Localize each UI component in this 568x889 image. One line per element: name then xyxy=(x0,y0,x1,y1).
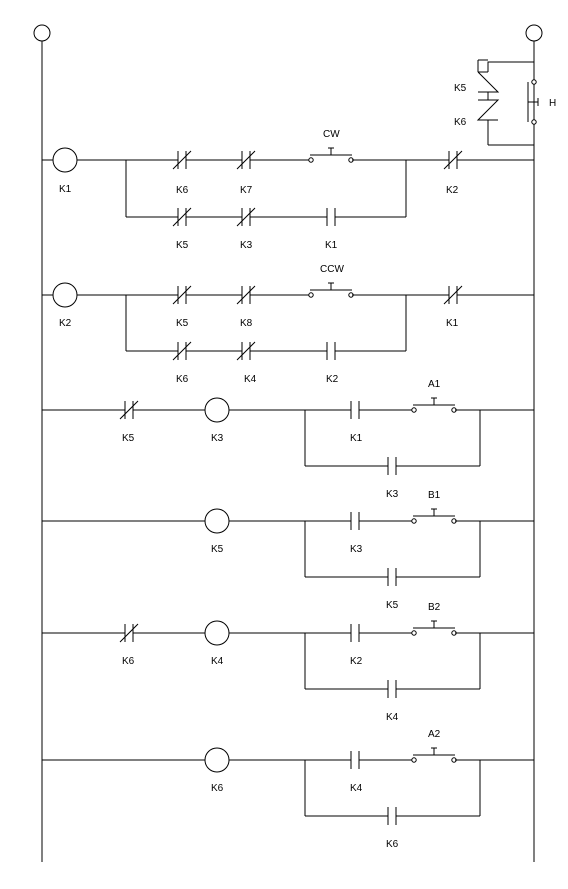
hold-contact-label-2: K6 xyxy=(454,117,467,128)
contact-label: K2 xyxy=(326,374,339,385)
rung-k4: K6 K4 K2 B2 K4 xyxy=(42,602,534,723)
button-label: B2 xyxy=(428,602,441,613)
rung-k6: K6 K4 A2 K6 xyxy=(42,729,534,850)
coil-k6 xyxy=(204,747,230,773)
contact-label: K4 xyxy=(350,783,363,794)
contact-label: K5 xyxy=(122,433,135,444)
coil-label: K2 xyxy=(59,318,72,329)
rung-k2: K2 K5 K8 CCW K1 K6 K4 K2 xyxy=(42,264,534,385)
contact-label: K6 xyxy=(176,374,189,385)
button-label: A1 xyxy=(428,379,441,390)
contact-label: K1 xyxy=(325,240,338,251)
coil-label: K5 xyxy=(211,544,224,555)
button-label: CW xyxy=(323,129,340,140)
contact-label: K5 xyxy=(176,318,189,329)
button-label: CCW xyxy=(320,264,344,275)
contact-label: K2 xyxy=(446,185,459,196)
coil-k5 xyxy=(204,508,230,534)
coil-k3 xyxy=(204,397,230,423)
contact-label: K7 xyxy=(240,185,253,196)
hold-button-label: H xyxy=(549,98,556,109)
button-label: B1 xyxy=(428,490,441,501)
contact-label: K3 xyxy=(240,240,253,251)
coil-k4 xyxy=(204,620,230,646)
contact-label: K3 xyxy=(350,544,363,555)
coil-label: K3 xyxy=(211,433,224,444)
rung-k3: K5 K3 K1 A1 K3 xyxy=(42,379,534,500)
button-label: A2 xyxy=(428,729,441,740)
right-rail xyxy=(525,24,543,862)
contact-label: K2 xyxy=(350,656,363,667)
rung-k5: K5 K3 B1 K5 xyxy=(42,490,534,611)
contact-label: K6 xyxy=(122,656,135,667)
left-rail xyxy=(33,24,51,862)
rung-k1: K1 K6 K7 CW K2 K5 K3 K1 xyxy=(42,129,534,251)
contact-label: K1 xyxy=(350,433,363,444)
contact-label: K4 xyxy=(386,712,399,723)
coil-label: K6 xyxy=(211,783,224,794)
coil-label: K1 xyxy=(59,184,72,195)
contact-label: K5 xyxy=(176,240,189,251)
coil-k1 xyxy=(52,147,78,173)
contact-label: K8 xyxy=(240,318,253,329)
contact-label: K4 xyxy=(244,374,257,385)
coil-k2 xyxy=(52,282,78,308)
hold-contact-label-1: K5 xyxy=(454,83,467,94)
contact-label: K6 xyxy=(386,839,399,850)
hold-circuit: K5 K6 H xyxy=(454,59,556,146)
contact-label: K3 xyxy=(386,489,399,500)
coil-label: K4 xyxy=(211,656,224,667)
contact-label: K1 xyxy=(446,318,459,329)
contact-label: K6 xyxy=(176,185,189,196)
contact-label: K5 xyxy=(386,600,399,611)
